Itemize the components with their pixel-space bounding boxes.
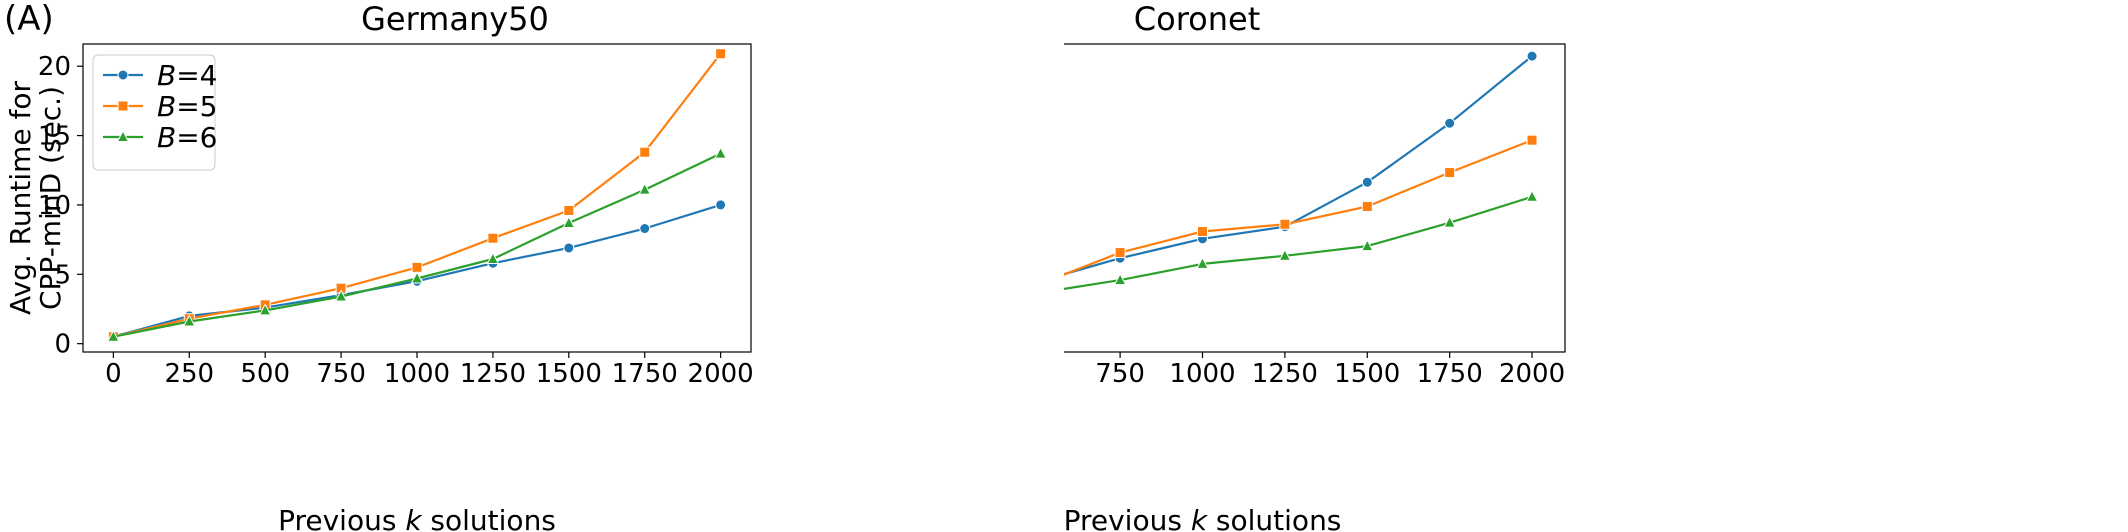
legend-marker	[117, 100, 129, 112]
data-point	[486, 251, 500, 265]
series-B-6	[107, 146, 727, 342]
x-tick-label: 1000	[1169, 359, 1235, 389]
data-point	[410, 271, 424, 284]
data-point	[1444, 117, 1456, 129]
data-point	[715, 48, 727, 60]
data-point	[638, 182, 652, 195]
y-tick-label: 5	[54, 260, 71, 290]
data-point	[1443, 215, 1456, 228]
data-point	[1114, 247, 1126, 259]
x-tick-label: 0	[105, 359, 122, 389]
data-point	[487, 232, 499, 244]
y-axis-label: Avg. Runtime forCPP-minD (sec.)	[4, 81, 67, 315]
legend-entry: B=4	[103, 59, 218, 92]
data-point	[1360, 239, 1374, 252]
data-point	[1113, 272, 1127, 286]
x-axis-label: Previous k solutions	[278, 504, 556, 532]
legend-label: B=5	[157, 90, 218, 123]
data-point	[1444, 167, 1456, 179]
legend: B=4B=5B=6	[92, 54, 218, 171]
data-point	[1196, 256, 1209, 269]
chart-panel-a: (A) Germany50 0 250 500 750 1000 1250 1500 1750 20…	[4, 0, 754, 532]
series-line	[1064, 195, 1533, 290]
series-B-4	[1064, 50, 1538, 276]
x-tick-label: 1750	[612, 359, 678, 389]
data-point	[714, 146, 727, 159]
x-tick-label: 750	[1095, 359, 1145, 389]
data-point	[258, 303, 272, 316]
data-point	[639, 223, 651, 235]
chart-b-svg: (B)Coronet025050075010001250150017502000…	[1064, 0, 1566, 532]
data-point	[562, 215, 576, 228]
series-line	[1064, 139, 1533, 276]
data-point	[639, 146, 651, 158]
data-point	[1278, 248, 1292, 261]
x-tick-label: 500	[240, 359, 290, 389]
y-tick-label: 0	[54, 330, 71, 360]
data-point	[1526, 134, 1538, 146]
data-point	[563, 242, 575, 254]
legend-entry: B=6	[103, 121, 218, 154]
data-point	[1279, 218, 1291, 230]
data-point	[334, 289, 348, 302]
y-tick-label: 15	[38, 122, 71, 152]
x-tick-label: 2000	[688, 359, 754, 389]
data-point	[1197, 226, 1208, 238]
y-tick-label: 10	[38, 191, 71, 221]
chart-a-svg: (A) Germany50 0 250 500 750 1000 1250 1500 1750 20…	[4, 0, 754, 532]
x-tick-label: 1250	[1252, 359, 1318, 389]
series-B-6	[1064, 189, 1539, 290]
legend-marker	[116, 129, 130, 142]
chart-panel-b: (B)Coronet025050075010001250150017502000…	[1064, 0, 2128, 532]
x-tick-label: 1500	[1334, 359, 1400, 389]
data-point	[1361, 176, 1373, 188]
x-axis-label: Previous k solutions	[1064, 504, 1341, 532]
x-tick-label: 1500	[536, 359, 602, 389]
x-tick-label: 1000	[384, 359, 450, 389]
series-line	[1064, 55, 1533, 276]
chart-title: Germany50	[361, 0, 549, 38]
legend-entry: B=5	[103, 90, 218, 123]
legend-marker	[117, 69, 129, 81]
data-point	[563, 204, 575, 216]
data-point	[411, 261, 423, 273]
x-tick-label: 1750	[1417, 359, 1483, 389]
chart-title: Coronet	[1134, 0, 1260, 38]
legend-label: B=4	[157, 59, 218, 92]
data-point	[1526, 50, 1538, 62]
series-line	[113, 152, 722, 338]
data-point	[715, 199, 727, 211]
data-point	[107, 329, 120, 342]
data-point	[182, 314, 196, 327]
x-tick-label: 750	[316, 359, 366, 389]
y-tick-label: 20	[38, 52, 71, 82]
panel-label: (A)	[4, 0, 54, 39]
x-tick-label: 1250	[460, 359, 526, 389]
data-point	[1525, 189, 1539, 202]
data-point	[1361, 200, 1373, 212]
x-tick-label: 2000	[1499, 359, 1565, 389]
series-B-5	[1064, 134, 1538, 276]
legend-label: B=6	[157, 121, 218, 154]
x-tick-label: 250	[164, 359, 214, 389]
